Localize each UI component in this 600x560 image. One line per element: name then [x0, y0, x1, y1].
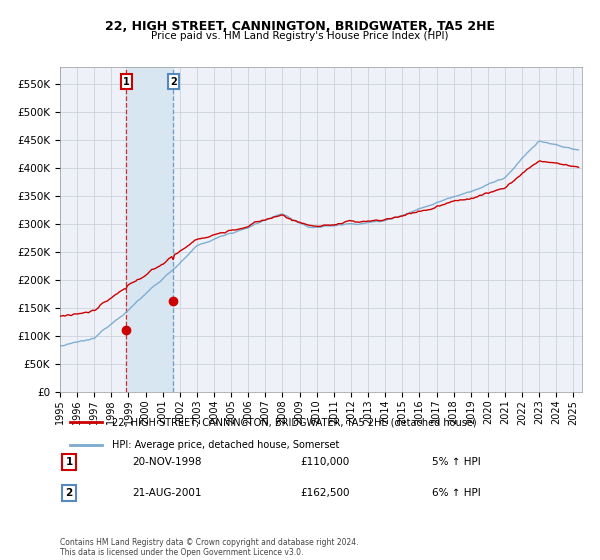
Text: £162,500: £162,500 [300, 488, 349, 498]
Text: Price paid vs. HM Land Registry's House Price Index (HPI): Price paid vs. HM Land Registry's House … [151, 31, 449, 41]
Bar [127, 67, 173, 392]
Text: HPI: Average price, detached house, Somerset: HPI: Average price, detached house, Some… [112, 440, 340, 450]
Text: £110,000: £110,000 [300, 457, 349, 467]
Text: 20-NOV-1998: 20-NOV-1998 [132, 457, 202, 467]
Text: 1: 1 [65, 457, 73, 467]
Text: 1: 1 [123, 77, 130, 87]
Text: Contains HM Land Registry data © Crown copyright and database right 2024.
This d: Contains HM Land Registry data © Crown c… [60, 538, 359, 557]
Text: 6% ↑ HPI: 6% ↑ HPI [432, 488, 481, 498]
Text: 2: 2 [65, 488, 73, 498]
Text: 22, HIGH STREET, CANNINGTON, BRIDGWATER, TA5 2HE: 22, HIGH STREET, CANNINGTON, BRIDGWATER,… [105, 20, 495, 32]
Text: 2: 2 [170, 77, 177, 87]
Text: 22, HIGH STREET, CANNINGTON, BRIDGWATER, TA5 2HE (detached house): 22, HIGH STREET, CANNINGTON, BRIDGWATER,… [112, 417, 477, 427]
Text: 5% ↑ HPI: 5% ↑ HPI [432, 457, 481, 467]
Text: 21-AUG-2001: 21-AUG-2001 [132, 488, 202, 498]
